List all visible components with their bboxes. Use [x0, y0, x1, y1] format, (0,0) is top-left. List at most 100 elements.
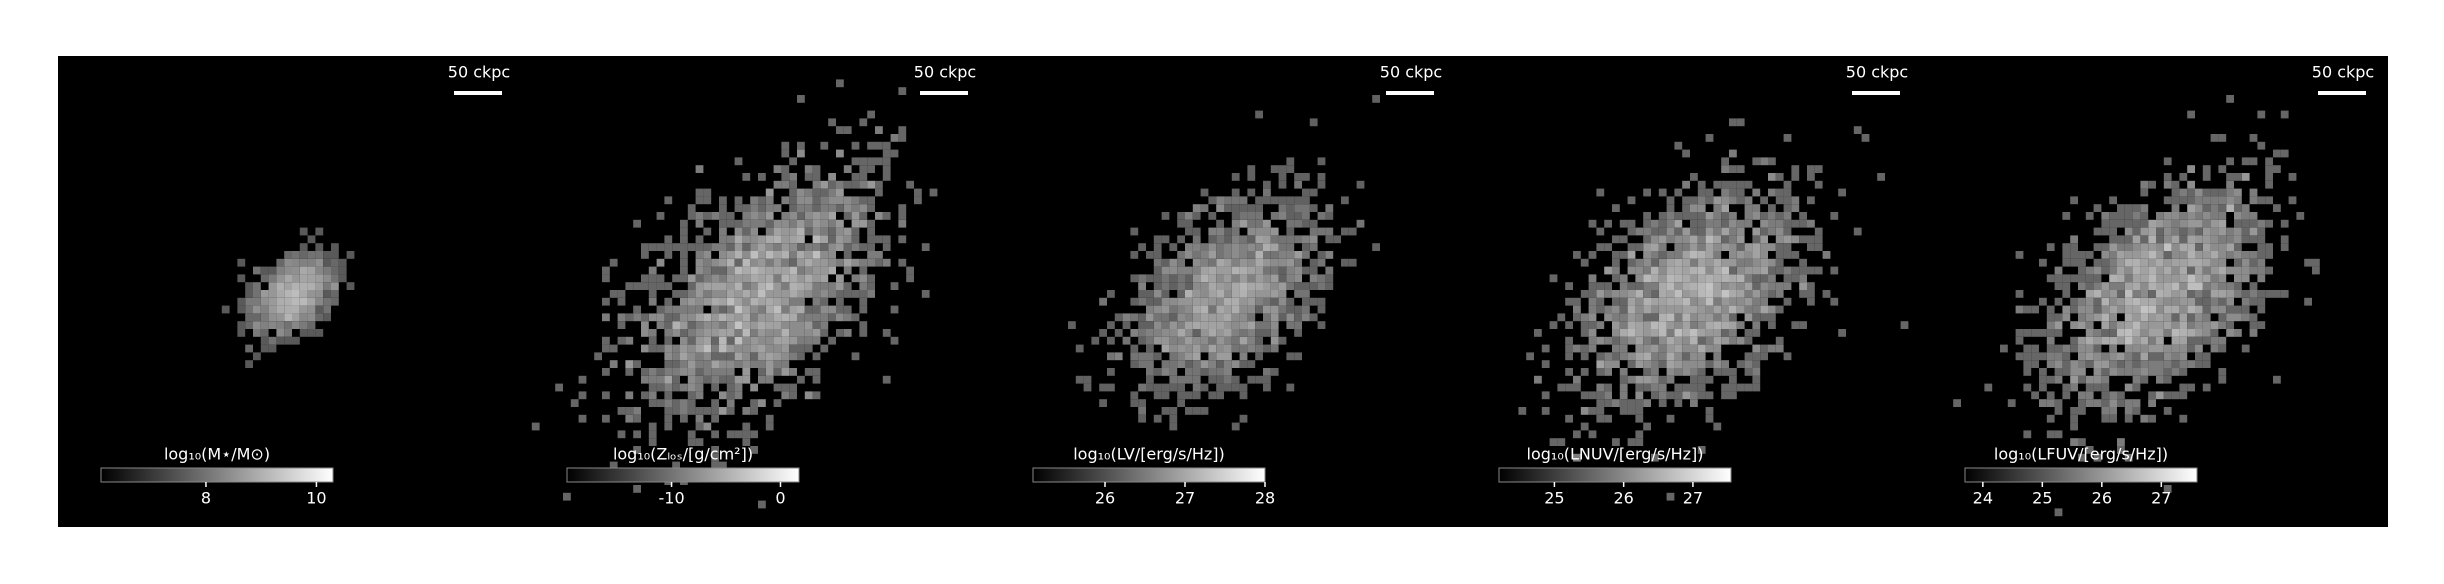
pixel — [734, 305, 743, 314]
pixel — [2163, 251, 2172, 259]
pixel — [1565, 336, 1573, 345]
pixel — [2132, 258, 2141, 267]
pixel — [726, 336, 735, 345]
pixel — [711, 368, 719, 376]
pixel — [703, 266, 712, 275]
pixel — [804, 165, 813, 173]
pixel — [1705, 414, 1714, 423]
pixel — [2070, 243, 2078, 251]
pixel — [2070, 297, 2078, 306]
pixel — [2117, 219, 2125, 228]
pixel — [2140, 204, 2149, 212]
pixel — [2156, 305, 2164, 314]
pixel — [773, 219, 782, 228]
pixel — [1768, 344, 1776, 353]
pixel — [1138, 274, 1146, 283]
pixel — [664, 251, 673, 259]
pixel — [2187, 110, 2195, 119]
pixel — [2304, 258, 2312, 267]
pixel — [781, 212, 790, 220]
pixel — [867, 180, 875, 189]
pixel — [1208, 212, 1217, 220]
pixel — [859, 321, 868, 329]
pixel — [1278, 305, 1287, 314]
pixel — [797, 352, 805, 361]
pixel — [765, 352, 774, 361]
pixel — [1658, 383, 1667, 392]
pixel — [1541, 391, 1550, 400]
pixel — [781, 258, 790, 267]
pixel — [1721, 282, 1729, 290]
pixel — [1185, 368, 1193, 376]
pixel — [1744, 212, 1753, 220]
pixel — [1302, 196, 1310, 205]
pixel — [2257, 266, 2266, 275]
pixel — [695, 313, 704, 322]
pixel — [2062, 313, 2071, 322]
pixel — [1627, 258, 1636, 267]
pixel — [1317, 282, 1326, 290]
galaxy-image — [221, 227, 355, 368]
pixel — [1231, 251, 1240, 259]
pixel — [664, 313, 673, 322]
pixel — [1138, 414, 1146, 423]
pixel — [2148, 227, 2156, 236]
pixel — [1286, 227, 1295, 236]
pixel — [687, 321, 696, 329]
pixel — [2148, 336, 2156, 345]
pixel — [260, 336, 269, 345]
pixel — [875, 235, 883, 244]
pixel — [1224, 258, 1232, 267]
pixel — [1666, 352, 1675, 361]
pixel — [2179, 188, 2188, 197]
pixel — [1744, 313, 1753, 322]
pixel — [1697, 282, 1706, 290]
pixel — [2202, 188, 2211, 197]
pixel — [734, 321, 743, 329]
pixel — [929, 188, 938, 197]
pixel — [2195, 360, 2203, 368]
pixel — [2195, 313, 2203, 322]
pixel — [2039, 383, 2047, 392]
pixel — [1161, 336, 1170, 345]
pixel — [711, 305, 719, 314]
pixel — [726, 258, 735, 267]
pixel — [2202, 219, 2211, 228]
pixel — [843, 243, 852, 251]
pixel — [2015, 251, 2024, 259]
pixel — [1682, 282, 1690, 290]
pixel — [797, 141, 805, 150]
pixel — [680, 235, 688, 244]
pixel — [1231, 243, 1240, 251]
pixel — [1286, 321, 1295, 329]
pixel — [1302, 204, 1310, 212]
pixel — [812, 188, 821, 197]
pixel — [1658, 266, 1667, 275]
colorbar — [1032, 467, 1266, 483]
pixel — [1651, 251, 1659, 259]
pixel — [2101, 399, 2110, 407]
pixel — [804, 266, 813, 275]
pixel — [1216, 266, 1224, 275]
pixel — [1224, 251, 1232, 259]
pixel — [1231, 422, 1240, 431]
pixel — [1713, 305, 1722, 314]
pixel — [1270, 243, 1279, 251]
pixel — [1705, 266, 1714, 275]
pixel — [2062, 251, 2071, 259]
pixel — [2046, 375, 2055, 384]
pixel — [750, 446, 758, 454]
pixel — [2140, 227, 2149, 236]
pixel — [1130, 313, 1139, 322]
pixel — [323, 282, 331, 290]
pixel — [1075, 344, 1084, 353]
pixel — [2210, 251, 2219, 259]
pixel — [1651, 235, 1659, 244]
pixel — [828, 243, 836, 251]
pixel — [1161, 258, 1170, 267]
pixel — [1807, 235, 1815, 244]
pixel — [1263, 251, 1271, 259]
pixel — [2249, 219, 2258, 228]
pixel — [742, 375, 751, 384]
pixel — [1752, 243, 1761, 251]
